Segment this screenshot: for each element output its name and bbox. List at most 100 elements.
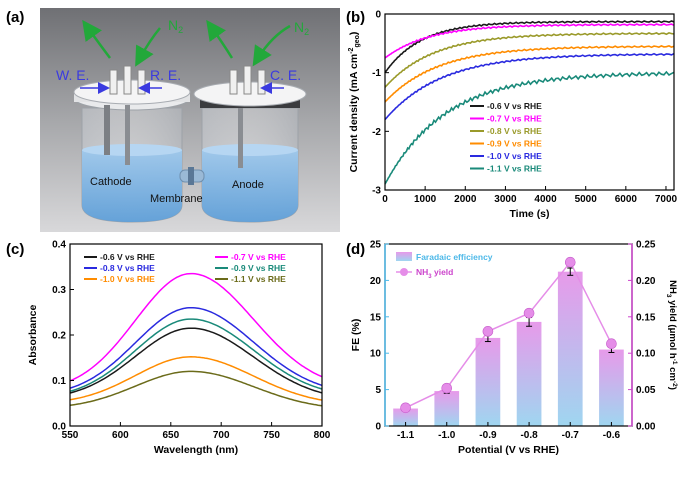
x-axis-label: Time (s) <box>509 208 549 220</box>
series-line--0.8 V vs RHE <box>384 32 675 88</box>
legend-yield-label-part: 3 <box>428 274 432 280</box>
x-tick-label: 600 <box>112 430 129 441</box>
y-tick-label: -2 <box>372 127 381 138</box>
legend-entry: -1.0 V vs RHE <box>487 151 542 161</box>
x-axis-label: Wavelength (nm) <box>154 444 238 456</box>
series-line--0.6 V vs RHE <box>384 20 675 74</box>
x-tick-label: 0 <box>382 194 388 205</box>
n2-right: N2 <box>294 19 309 37</box>
legend-yield-label-part: yield <box>432 267 454 277</box>
x-tick-label: -0.8 <box>520 430 538 441</box>
x-tick-label: -0.6 <box>603 430 621 441</box>
panel-c-chart: (c) 550 600 650 700 750 800 0.0 0.1 0.2 0.3 0.4 Wav… <box>6 240 331 457</box>
y-right-tick-label: 0.20 <box>636 276 656 287</box>
anode-label: Anode <box>232 179 264 191</box>
y-right-axis-label-part: yield (μmol h <box>667 298 678 359</box>
legend-yield-label-part: NH <box>416 267 428 277</box>
x-tick-label: 650 <box>162 430 179 441</box>
y-right-axis-label-part: cm <box>667 365 678 381</box>
y-axis-label-part: Current density (mA cm <box>348 54 360 173</box>
x-tick-label: 800 <box>314 430 331 441</box>
x-tick-label: 550 <box>62 430 79 441</box>
y-axis-label-part: ) <box>348 32 360 36</box>
legend-fe-label: Faradaic efficiency <box>416 252 493 262</box>
legend-yield-label: NH3 yield <box>416 267 453 280</box>
y-right-axis-label-part: NH <box>667 280 678 294</box>
y-axis-label: Absorbance <box>27 305 39 366</box>
legend-entry: -0.9 V vs RHE <box>231 263 286 273</box>
panel-b-label: (b) <box>346 9 365 26</box>
membrane-label: Membrane <box>150 193 203 205</box>
x-tick-label: 6000 <box>615 194 638 205</box>
membrane-connector: Membrane <box>150 167 205 205</box>
legend-entry: -0.7 V vs RHE <box>231 252 286 262</box>
x-tick-label: 2000 <box>454 194 477 205</box>
y-tick-label: 0.1 <box>52 376 66 387</box>
x-tick-label: 700 <box>213 430 230 441</box>
fe-bar--0.8 <box>516 321 542 426</box>
n2-left: N2 <box>168 17 183 35</box>
legend-entry: -0.8 V vs RHE <box>487 126 542 136</box>
fe-bar--0.7 <box>557 271 583 426</box>
panel-a-label: (a) <box>6 9 24 26</box>
panel-b-chart: (b) 0 1000 2000 3000 4000 5000 6000 7000-3-2-10… <box>346 9 678 220</box>
y-axis-label: Current density (mA cm-2geo) <box>348 32 361 173</box>
panel-c-axes: 550 600 650 700 750 800 0.0 0.1 0.2 0.3 0.4 Wavelen… <box>27 240 331 457</box>
fe-bar--0.9 <box>475 337 501 426</box>
fe-bar--1.1 <box>393 408 418 426</box>
x-tick-label: 5000 <box>575 194 598 205</box>
x-tick-label: 3000 <box>494 194 517 205</box>
x-tick-label: -1.0 <box>438 430 456 441</box>
y-left-tick-label: 20 <box>370 276 382 287</box>
y-right-axis-label-part: 3 <box>665 294 672 298</box>
spectrum-line--0.6 V vs RHE <box>69 327 323 394</box>
gas-in-arrow-icon <box>135 27 161 67</box>
legend-entry: -0.6 V vs RHE <box>487 101 542 111</box>
panel-b-plot-area <box>384 20 675 185</box>
y-right-axis-label-part: -1 <box>671 359 678 365</box>
yield-point--0.8 <box>523 307 535 319</box>
legend-entry: -1.1 V vs RHE <box>487 164 542 174</box>
x-tick-label: 750 <box>263 430 280 441</box>
spectrum-line--1.0 V vs RHE <box>69 356 323 401</box>
y-tick-label: 0 <box>375 10 381 21</box>
series-line--1.1 V vs RHE <box>384 70 675 185</box>
counter-electrode-label: C. E. <box>270 67 301 83</box>
panel-d-label: (d) <box>346 241 365 258</box>
spectrum-line--0.7 V vs RHE <box>69 272 323 382</box>
series-line--0.7 V vs RHE <box>384 23 675 59</box>
y-tick-label: -3 <box>372 186 381 197</box>
legend-entry: -0.6 V vs RHE <box>100 252 155 262</box>
series-line--0.9 V vs RHE <box>384 45 675 103</box>
y-right-tick-label: 0.00 <box>636 422 656 433</box>
gas-out-arrow-icon <box>82 19 112 59</box>
plot-frame <box>384 13 675 191</box>
spectrum-line--1.1 V vs RHE <box>69 370 323 407</box>
x-tick-label: 4000 <box>534 194 557 205</box>
series-line--1.0 V vs RHE <box>384 52 675 121</box>
y-left-tick-label: 5 <box>375 385 381 396</box>
fe-bar--0.6 <box>599 349 624 426</box>
y-axis-label-part: geo <box>354 35 361 47</box>
x-tick-label: -0.7 <box>562 430 580 441</box>
legend-entry: -0.9 V vs RHE <box>487 139 542 149</box>
panel-c-plot-area <box>69 272 323 407</box>
spectrum-line--0.9 V vs RHE <box>69 318 323 393</box>
y-right-axis-label-part: ) <box>667 387 678 390</box>
yield-point--1.0 <box>441 382 453 394</box>
legend-yield-marker <box>400 268 408 276</box>
y-right-tick-label: 0.10 <box>636 349 656 360</box>
legend-entry: -1.0 V vs RHE <box>100 274 155 284</box>
x-tick-label: 7000 <box>655 194 678 205</box>
y-tick-label: 0.0 <box>52 422 66 433</box>
legend-entry: -1.1 V vs RHE <box>231 274 286 284</box>
y-left-tick-label: 25 <box>370 240 382 251</box>
y-right-tick-label: 0.25 <box>636 240 656 251</box>
yield-point--0.7 <box>564 256 576 268</box>
yield-line <box>405 260 613 409</box>
y-tick-label: 0.4 <box>52 240 66 251</box>
y-tick-label: -1 <box>372 68 381 79</box>
gas-in-arrow-right-icon <box>252 24 291 67</box>
panel-d-legend: Faradaic efficiency NH3 yield <box>396 252 493 280</box>
